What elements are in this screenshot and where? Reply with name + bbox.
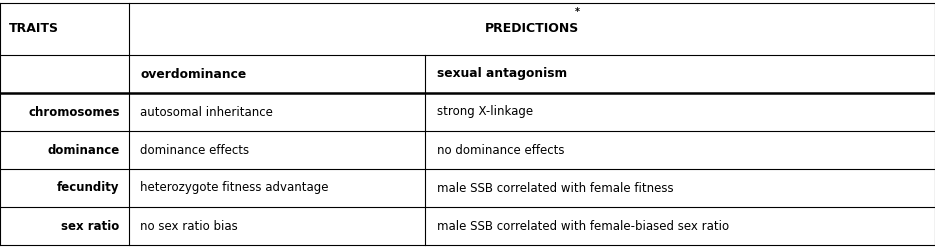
Text: overdominance: overdominance — [140, 67, 247, 81]
Text: heterozygote fitness advantage: heterozygote fitness advantage — [140, 182, 329, 194]
Text: PREDICTIONS: PREDICTIONS — [485, 23, 579, 35]
Text: fecundity: fecundity — [57, 182, 120, 194]
Text: TRAITS: TRAITS — [9, 23, 59, 35]
Text: male SSB correlated with female-biased sex ratio: male SSB correlated with female-biased s… — [437, 219, 728, 233]
Text: strong X-linkage: strong X-linkage — [437, 105, 533, 119]
Text: sex ratio: sex ratio — [62, 219, 120, 233]
Text: no dominance effects: no dominance effects — [437, 144, 564, 156]
Text: no sex ratio bias: no sex ratio bias — [140, 219, 238, 233]
Text: *: * — [575, 7, 580, 17]
Text: sexual antagonism: sexual antagonism — [437, 67, 567, 81]
Text: male SSB correlated with female fitness: male SSB correlated with female fitness — [437, 182, 673, 194]
Text: chromosomes: chromosomes — [28, 105, 120, 119]
Text: dominance: dominance — [48, 144, 120, 156]
Text: dominance effects: dominance effects — [140, 144, 250, 156]
Text: autosomal inheritance: autosomal inheritance — [140, 105, 273, 119]
